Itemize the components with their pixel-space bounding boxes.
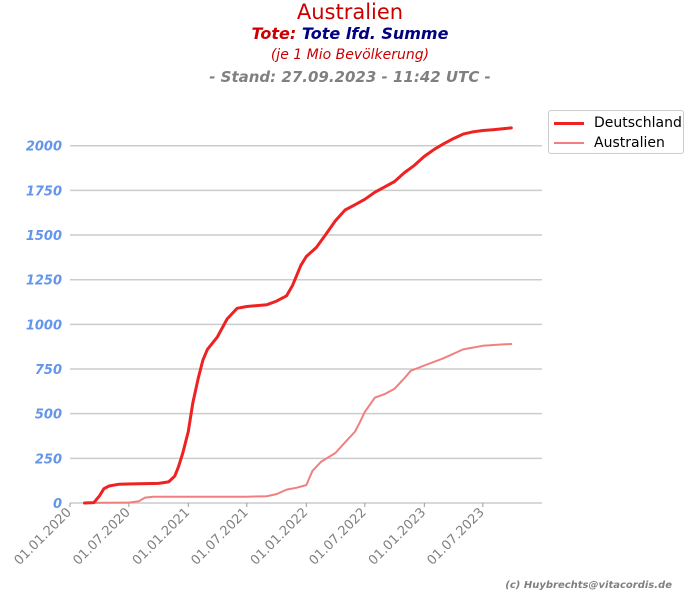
subtitle-label: Tote: bbox=[251, 24, 297, 43]
legend: Deutschland Australien bbox=[548, 110, 684, 154]
y-tick-label: 2000 bbox=[26, 140, 62, 155]
chart-stand: - Stand: 27.09.2023 - 11:42 UTC - bbox=[209, 68, 491, 86]
x-tick-label: 01.01.2023 bbox=[366, 505, 429, 568]
x-tick-label: 01.07.2021 bbox=[188, 505, 251, 568]
x-tick-label: 01.01.2020 bbox=[12, 505, 75, 568]
legend-item-deutschland: Deutschland bbox=[549, 113, 682, 133]
y-tick-label: 0 bbox=[53, 497, 62, 512]
y-tick-label: 1250 bbox=[26, 274, 62, 289]
chart-title: Australien bbox=[296, 0, 404, 24]
x-tick-label: 01.07.2020 bbox=[70, 505, 133, 568]
legend-swatch-deutschland bbox=[554, 121, 584, 125]
x-tick-label: 01.07.2022 bbox=[306, 505, 369, 568]
series-group bbox=[83, 126, 513, 505]
y-tick-label: 1500 bbox=[26, 229, 62, 244]
y-tick-label: 500 bbox=[35, 408, 62, 423]
series-line-australien bbox=[83, 343, 513, 504]
y-tick-label: 1000 bbox=[26, 318, 62, 333]
subtitle-value: Tote lfd. Summe bbox=[301, 24, 449, 43]
chart-subtitle: Tote: Tote lfd. Summe bbox=[0, 24, 700, 43]
copyright-credit: (c) Huybrechts@vitacordis.de bbox=[505, 580, 672, 591]
y-tick-label: 250 bbox=[35, 452, 62, 467]
chart-note: (je 1 Mio Bevölkerung) bbox=[270, 47, 430, 63]
y-tick-label: 1750 bbox=[26, 184, 62, 199]
y-tick-label: 750 bbox=[35, 363, 62, 378]
x-tick-label: 01.01.2022 bbox=[248, 505, 311, 568]
legend-label-deutschland: Deutschland bbox=[594, 115, 682, 131]
legend-item-australien: Australien bbox=[549, 133, 665, 153]
grid-lines bbox=[70, 144, 542, 504]
legend-label-australien: Australien bbox=[594, 135, 665, 151]
x-tick-label: 01.07.2023 bbox=[424, 505, 487, 568]
x-axis: 01.01.202001.07.202001.01.202101.07.2021… bbox=[12, 502, 542, 568]
y-axis: 0 250 500 750 1000 1250 1500 1750 2000 bbox=[26, 140, 62, 512]
legend-swatch-australien bbox=[554, 142, 584, 144]
series-line-deutschland bbox=[83, 126, 513, 505]
x-tick-label: 01.01.2021 bbox=[130, 505, 193, 568]
